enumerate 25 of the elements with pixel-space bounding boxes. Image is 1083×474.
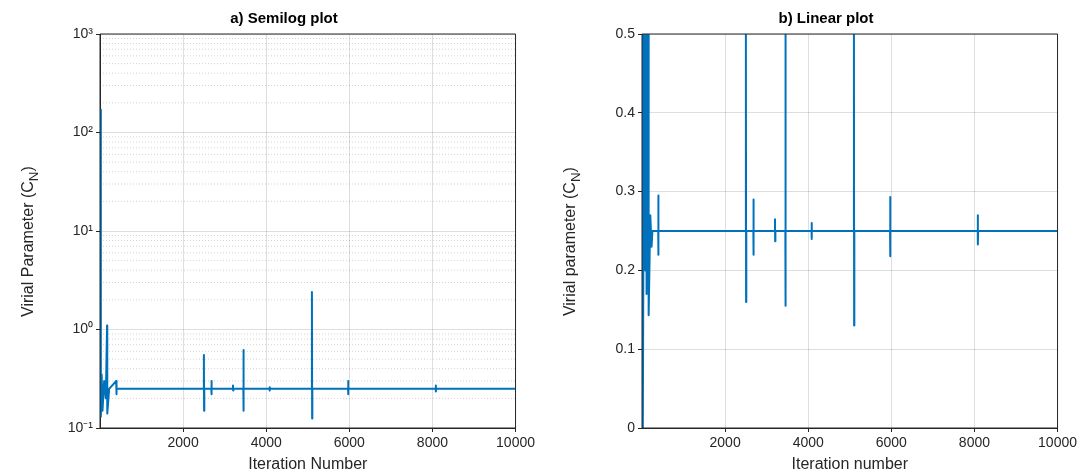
x-tick-label: 2000 xyxy=(167,434,199,451)
chart-title: b) Linear plot xyxy=(778,9,874,27)
x-tick-label: 2000 xyxy=(709,434,741,451)
y-tick-label: 10³ xyxy=(72,24,94,41)
x-axis-title: Iteration number xyxy=(791,454,909,472)
x-tick-label: 4000 xyxy=(792,434,824,451)
x-axis-title: Iteration Number xyxy=(248,454,369,472)
y-tick-label: 0.4 xyxy=(615,103,636,120)
x-tick-label: 4000 xyxy=(250,434,282,451)
y-tick-label: 0.2 xyxy=(615,261,636,278)
chart-title: a) Semilog plot xyxy=(230,9,338,27)
y-tick-label: 10¹ xyxy=(72,221,94,238)
y-tick-label: 10⁰ xyxy=(72,320,93,337)
x-tick-label: 8000 xyxy=(958,434,991,451)
y-tick-label: 0.5 xyxy=(615,24,636,41)
y-tick-label: 0.3 xyxy=(615,182,636,199)
y-tick-label: 10⁻¹ xyxy=(67,418,94,435)
x-tick-label: 10000 xyxy=(496,434,536,451)
y-tick-label: 10² xyxy=(72,123,94,140)
y-tick-label: 0 xyxy=(627,418,636,435)
x-tick-label: 6000 xyxy=(875,434,908,451)
x-tick-label: 6000 xyxy=(333,434,366,451)
x-tick-label: 10000 xyxy=(1038,434,1078,451)
y-tick-label: 0.1 xyxy=(615,340,636,357)
x-tick-label: 8000 xyxy=(416,434,449,451)
